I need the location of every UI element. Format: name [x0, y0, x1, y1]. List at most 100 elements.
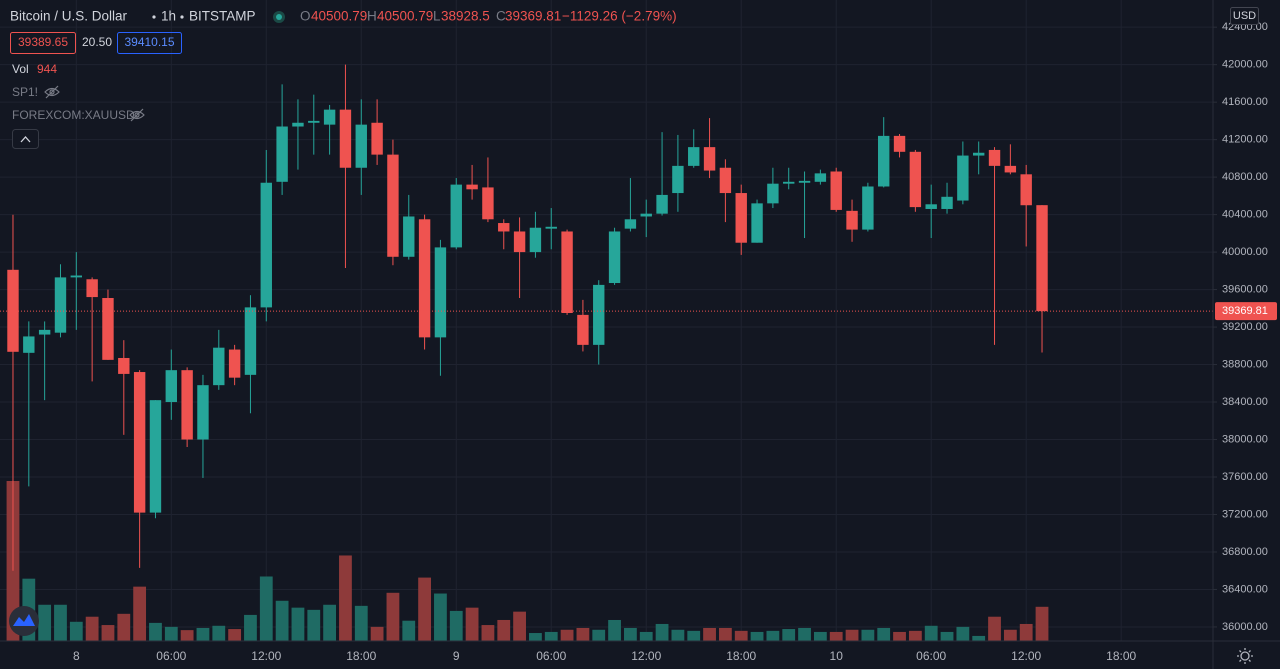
candle-body — [118, 357, 130, 374]
currency-box[interactable] — [1230, 7, 1259, 25]
candle-body — [1036, 205, 1048, 312]
collapse-arrow — [20, 136, 31, 143]
y-tick-label: 37600.00 — [1222, 471, 1268, 483]
candle-body — [529, 227, 542, 253]
candle-body — [418, 219, 431, 338]
candle-body — [672, 165, 684, 194]
hide-icon[interactable] — [129, 108, 145, 122]
volume-bar — [38, 604, 52, 641]
candle-body — [181, 370, 193, 440]
volume-bar — [339, 555, 352, 641]
volume-bar — [687, 630, 701, 641]
x-tick-label: 18:00 — [346, 649, 376, 663]
interval: 1h — [161, 9, 176, 24]
settings-icon[interactable] — [1237, 648, 1253, 664]
candle-body — [719, 167, 732, 194]
candle-body — [751, 203, 763, 243]
volume-bar — [85, 616, 99, 641]
collapse-button[interactable] — [12, 129, 39, 149]
ohlc-label: C — [496, 9, 506, 24]
candle-body — [577, 314, 589, 345]
ohlc-value: 39369.81 — [505, 9, 561, 24]
last-price-box — [1215, 302, 1277, 321]
volume-bar — [259, 576, 273, 641]
volume-bar — [988, 616, 1001, 641]
volume-bar — [718, 627, 732, 641]
candles — [0, 64, 1213, 571]
x-tick-label: 06:00 — [916, 649, 946, 663]
candle-body — [165, 370, 177, 403]
volume-bar — [592, 629, 606, 641]
ohlc-label: H — [367, 9, 377, 24]
exchange: BITSTAMP — [189, 9, 256, 24]
currency: USD — [1233, 10, 1256, 22]
volume-bar — [149, 622, 162, 641]
candle-body — [814, 173, 827, 182]
volume-bar — [782, 629, 796, 641]
volume-bar — [133, 586, 147, 641]
volume-bar — [1003, 629, 1017, 641]
hide-icon[interactable] — [44, 85, 60, 99]
candle-body — [133, 372, 146, 513]
volume-bar — [766, 630, 780, 641]
volume-bar — [655, 623, 669, 641]
candle-body — [434, 247, 447, 338]
candle-body — [925, 204, 937, 209]
y-tick-label: 38800.00 — [1222, 358, 1268, 370]
volume-bar — [323, 604, 337, 641]
y-tick-label: 40800.00 — [1222, 171, 1268, 183]
volume-bar — [370, 626, 384, 641]
candle-body — [197, 385, 209, 440]
candle-body — [244, 307, 257, 375]
candle-body — [545, 226, 557, 229]
candle-body — [228, 349, 241, 378]
x-tick-label: 06:00 — [536, 649, 566, 663]
volume-bar — [291, 607, 305, 641]
candle-body — [735, 193, 747, 243]
candle-body — [957, 155, 969, 201]
volume-pane — [6, 481, 1049, 641]
volume-bar — [861, 629, 875, 641]
candle-body — [656, 194, 668, 214]
volume-bar — [354, 605, 368, 641]
volume-bar — [608, 619, 621, 641]
volume-bar — [101, 625, 115, 641]
candle-body — [640, 213, 652, 217]
y-tick-label: 39600.00 — [1222, 283, 1268, 295]
ohlc-value: 40500.79 — [311, 9, 367, 24]
x-tick-label: 10 — [830, 649, 844, 663]
volume-value: 944 — [37, 62, 57, 76]
candle-body — [972, 152, 985, 156]
candle-body — [213, 347, 225, 386]
volume-bar — [956, 626, 970, 641]
bid-box[interactable] — [10, 32, 76, 54]
axes: 36000.00 36400.00 36800.00 37200.00 37600.00… — [73, 21, 1277, 663]
last-price-label: 39369.81 — [1222, 305, 1268, 317]
volume-bar — [544, 631, 558, 641]
ask-box[interactable] — [117, 32, 182, 54]
volume-bar — [513, 611, 526, 641]
candle-body — [355, 124, 367, 168]
volume-bar — [671, 629, 685, 641]
volume-bar — [529, 633, 542, 641]
volume-bar — [386, 592, 400, 641]
x-tick-label: 18:00 — [726, 649, 756, 663]
candle-body — [260, 182, 272, 308]
y-tick-label: 40400.00 — [1222, 209, 1268, 221]
volume-bar — [244, 614, 257, 641]
volume-bar — [228, 629, 242, 641]
y-tick-label: 37200.00 — [1222, 508, 1268, 520]
ohlc-label: L — [433, 9, 441, 24]
candle-body — [339, 109, 352, 168]
volume-bar — [972, 635, 986, 641]
candle-body — [371, 122, 383, 155]
candle-body — [54, 277, 67, 333]
logo[interactable] — [9, 606, 39, 636]
candle-body — [767, 183, 779, 204]
volume-bar — [180, 630, 194, 641]
candle-body — [450, 184, 462, 248]
x-tick-label: 12:00 — [631, 649, 661, 663]
candle-body — [1004, 165, 1017, 173]
spread: 20.50 — [82, 35, 112, 49]
